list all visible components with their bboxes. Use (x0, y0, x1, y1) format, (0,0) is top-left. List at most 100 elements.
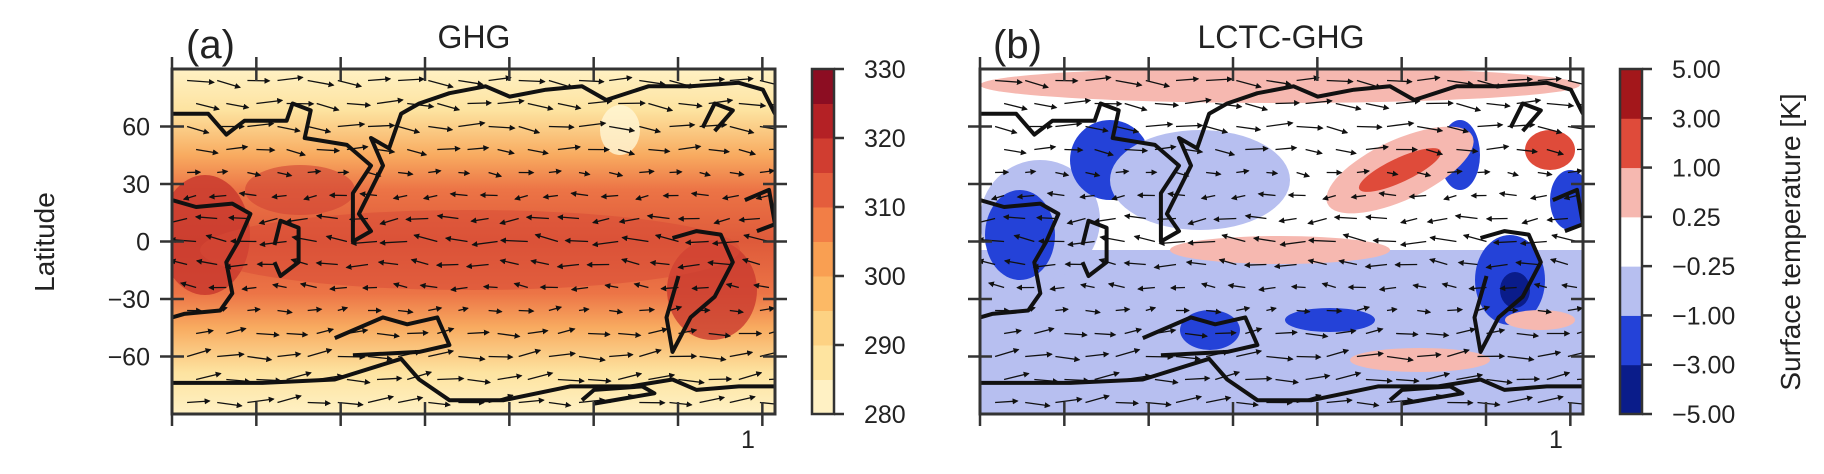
wind-arrow (1200, 282, 1216, 289)
wind-arrow (179, 281, 197, 289)
wind-arrow (1335, 102, 1362, 111)
warm-patch-east-africa (245, 165, 355, 215)
wind-arrow (1137, 285, 1155, 292)
wind-arrow (729, 350, 754, 358)
wind-arrow (1067, 240, 1095, 248)
wind-arrow (677, 263, 700, 270)
wind-arrow (1365, 377, 1393, 384)
wind-arrow (1365, 327, 1384, 335)
wind-arrow (1245, 102, 1269, 112)
wind-arrow (437, 327, 455, 335)
wind-arrow (633, 282, 649, 289)
neg-patch-south-pacific (1285, 308, 1375, 332)
wind-arrow (256, 331, 280, 338)
wind-arrow (217, 168, 229, 175)
wind-arrow (217, 351, 245, 358)
panel-a-colorbar: 280 290 300 310 320 330 (810, 56, 906, 429)
wind-arrow (1364, 263, 1388, 270)
wind-arrow (527, 371, 554, 381)
wind-arrow (1154, 144, 1177, 151)
wind-arrow (1025, 79, 1049, 89)
wind-arrow (1003, 328, 1022, 335)
wind-arrow (713, 217, 730, 225)
wind-arrow (450, 286, 468, 293)
wind-arrow (437, 145, 461, 152)
wind-arrow (548, 124, 575, 131)
wind-arrow (277, 394, 302, 404)
wind-arrow (195, 328, 214, 335)
wind-arrow (345, 263, 369, 270)
wind-arrow (557, 327, 576, 335)
wind-arrow (1111, 194, 1125, 201)
wind-arrow (660, 285, 679, 292)
wind-arrow (497, 148, 515, 156)
wind-arrow (570, 285, 589, 292)
wind-arrow (499, 217, 519, 226)
wind-arrow (1546, 216, 1568, 223)
wind-arrow (398, 308, 414, 315)
wind-arrow (548, 351, 576, 358)
wind-arrow (1032, 263, 1056, 270)
wind-arrow (618, 217, 640, 225)
wind-arrow (699, 355, 727, 362)
wind-arrow (1429, 257, 1448, 266)
wind-arrow (1519, 240, 1547, 247)
wind-arrow (725, 282, 739, 289)
wind-arrow (1498, 191, 1517, 197)
wind-arrow (1115, 348, 1141, 358)
wind-arrow (514, 194, 528, 201)
wind-arrow (1085, 394, 1110, 404)
wind-arrow (1477, 169, 1491, 176)
wind-arrow (277, 171, 293, 178)
wind-arrow (1378, 285, 1397, 292)
wind-arrow (307, 348, 333, 358)
wind-arrow (639, 306, 656, 313)
pos-patch-equator (1170, 236, 1390, 264)
wind-arrow (1034, 102, 1058, 110)
wind-arrow (1447, 168, 1463, 175)
coastline (1472, 229, 1543, 354)
wind-arrow (648, 327, 669, 335)
wind-arrow (1133, 234, 1156, 243)
wind-arrow (1396, 377, 1420, 384)
wind-arrow (591, 240, 619, 248)
y-tick-label: 60 (122, 114, 150, 142)
wind-arrow (530, 258, 550, 266)
wind-arrow (247, 171, 262, 178)
wind-arrow (1257, 191, 1276, 198)
wind-arrow (337, 79, 363, 89)
wind-arrow (1094, 148, 1114, 157)
wind-arrow (1426, 148, 1444, 156)
colorbar-band (1620, 69, 1642, 119)
wind-arrow (1386, 170, 1399, 177)
wind-arrow (497, 373, 523, 381)
wind-arrow (1567, 401, 1583, 405)
colorbar-band (812, 310, 834, 346)
wind-arrow (1170, 284, 1186, 291)
wind-arrow (1486, 144, 1510, 151)
colorbar-band (1620, 364, 1642, 415)
cool-patch-north (600, 105, 640, 155)
wind-arrow (678, 102, 703, 109)
wind-arrow (405, 216, 429, 223)
wind-arrow (346, 101, 372, 108)
wind-arrow (1486, 102, 1511, 109)
wind-arrow (621, 257, 640, 266)
wind-arrow (315, 213, 338, 220)
wind-arrow (407, 102, 435, 110)
panel-a-ticks (160, 57, 787, 426)
wind-arrow (1016, 193, 1035, 200)
wind-arrow (1046, 190, 1065, 197)
wind-arrow (609, 352, 634, 358)
wind-arrow (1085, 171, 1101, 178)
wind-arrow (1215, 370, 1241, 381)
wind-arrow (729, 308, 744, 315)
wind-arrow (376, 375, 403, 382)
wind-arrow (1175, 76, 1200, 83)
wind-arrow (588, 377, 612, 384)
coastline (172, 356, 775, 403)
wind-arrow (1492, 239, 1517, 246)
wind-arrow (258, 217, 278, 225)
wind-arrow (1124, 373, 1152, 381)
